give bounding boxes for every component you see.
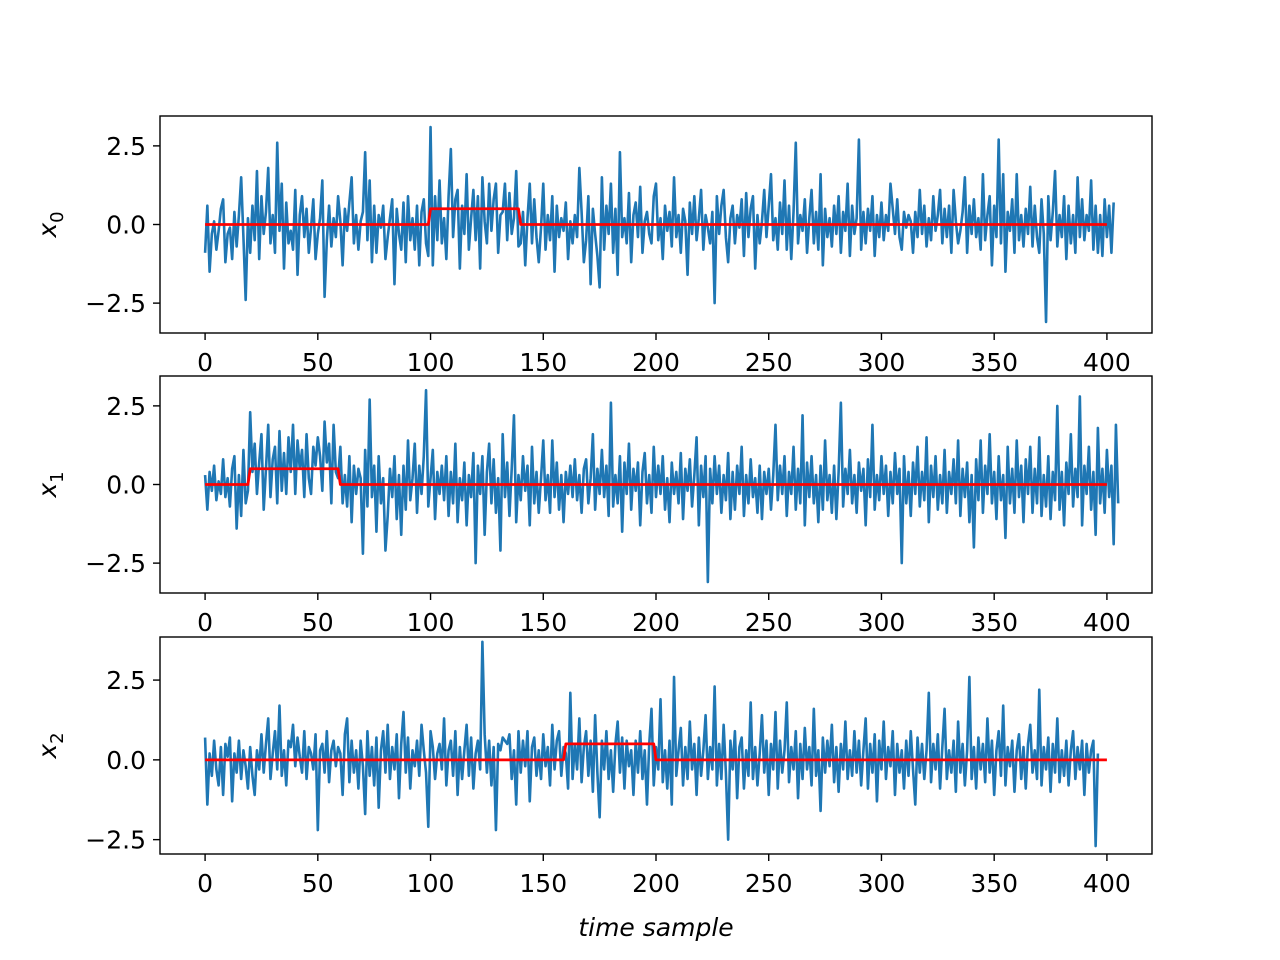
subplot-x1: 0 50 100 150 200 250 300 350 400 −2.5 0.0 2.5 x1 xyxy=(33,375,1153,637)
y-axis-label-base: x xyxy=(33,744,62,760)
y-axis-label-subscript: 1 xyxy=(47,471,68,482)
y-tick-label: 0.0 xyxy=(106,211,146,240)
y-axis-label: x2 xyxy=(33,732,68,759)
y-tick-label: 2.5 xyxy=(106,666,146,695)
x-axis-label: time sample xyxy=(578,913,733,942)
y-axis-label-base: x xyxy=(33,223,62,239)
x-tick-label: 50 xyxy=(302,869,334,898)
x-tick-label: 100 xyxy=(407,348,455,377)
x-tick-label: 50 xyxy=(302,348,334,377)
x-tick-label: 150 xyxy=(519,608,567,637)
subplot-x0: 0 50 100 150 200 250 300 350 400−2.50.02.5x0 xyxy=(33,115,1153,377)
signal-series-line xyxy=(203,125,1115,324)
x-tick-label: 200 xyxy=(632,348,680,377)
x-tick-label: 400 xyxy=(1083,869,1131,898)
y-tick-label: −2.5 xyxy=(85,289,146,318)
x-tick-label: 100 xyxy=(407,608,455,637)
x-tick-label: 350 xyxy=(970,348,1018,377)
y-tick-label: 2.5 xyxy=(106,132,146,161)
y-tick-label: 2.5 xyxy=(106,392,146,421)
mean-level-series-line xyxy=(205,742,1107,762)
mean-level-series-line xyxy=(205,467,1107,486)
x-tick-label: 50 xyxy=(302,608,334,637)
x-tick-label: 150 xyxy=(519,348,567,377)
signal-series-line xyxy=(203,388,1120,584)
y-axis-label-subscript: 2 xyxy=(47,732,68,743)
x-tick-label: 250 xyxy=(745,869,793,898)
mean-level-series-line xyxy=(205,207,1107,226)
y-tick-label: −2.5 xyxy=(85,549,146,578)
subplot-x2: 0 50 100 150 200 250 300 350 400 −2.5 0.0 2.5 x2 xyxy=(33,636,1153,898)
y-axis-label: x1 xyxy=(33,471,68,498)
x-tick-label: 150 xyxy=(519,869,567,898)
x-tick-label: 350 xyxy=(970,869,1018,898)
x-tick-label: 300 xyxy=(858,348,906,377)
x-tick-label: 200 xyxy=(632,608,680,637)
y-axis-label-base: x xyxy=(33,483,62,499)
x-tick-label: 300 xyxy=(858,608,906,637)
x-tick-label: 250 xyxy=(745,348,793,377)
x-tick-label: 250 xyxy=(745,608,793,637)
y-tick-label: 0.0 xyxy=(106,471,146,500)
y-axis-label-subscript: 0 xyxy=(47,211,68,222)
x-tick-label: 0 xyxy=(197,608,213,637)
plot-area xyxy=(203,640,1107,848)
y-tick-label: 0.0 xyxy=(106,746,146,775)
x-tick-label: 400 xyxy=(1083,608,1131,637)
x-tick-label: 0 xyxy=(197,869,213,898)
plot-area xyxy=(203,125,1115,324)
plot-area xyxy=(203,388,1120,584)
x-tick-label: 200 xyxy=(632,869,680,898)
x-tick-label: 300 xyxy=(858,869,906,898)
y-tick-label: −2.5 xyxy=(85,826,146,855)
x-tick-label: 100 xyxy=(407,869,455,898)
x-tick-label: 350 xyxy=(970,608,1018,637)
y-axis-label: x0 xyxy=(33,211,68,238)
x-tick-label: 400 xyxy=(1083,348,1131,377)
signal-series-line xyxy=(203,640,1100,848)
x-tick-label: 0 xyxy=(197,348,213,377)
